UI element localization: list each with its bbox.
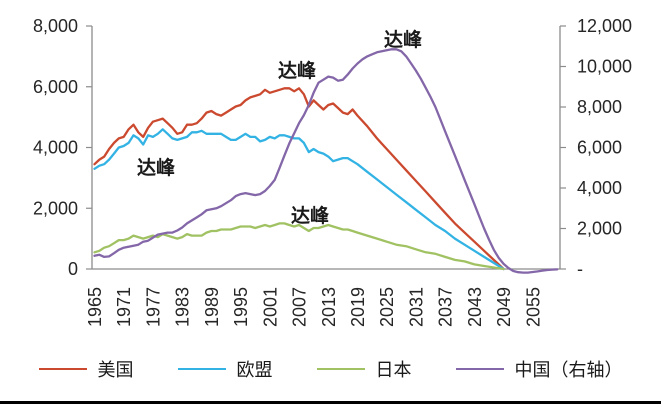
left-tick-label: 0	[68, 259, 78, 279]
peak-annotation-日本: 达峰	[291, 204, 330, 227]
chart-legend: 美国 欧盟 日本 中国（右轴）	[0, 354, 661, 384]
left-tick-label: 6,000	[33, 77, 78, 97]
x-tick-label: 2007	[290, 287, 310, 327]
x-tick-label: 2019	[348, 287, 368, 327]
right-tick-label: 4,000	[577, 178, 622, 198]
x-tick-label-group: 2001	[260, 287, 280, 327]
x-tick-label: 2043	[465, 287, 485, 327]
x-tick-label: 1983	[173, 287, 193, 327]
x-tick-label: 2055	[523, 287, 543, 327]
x-tick-label-group: 2037	[436, 287, 456, 327]
x-tick-label-group: 2049	[494, 287, 514, 327]
peak-annotation-欧盟: 达峰	[137, 156, 176, 179]
legend-line-swatch-japan	[316, 368, 365, 370]
right-tick-label: -	[577, 259, 583, 279]
right-tick-label: 12,000	[577, 16, 632, 36]
dual-axis-line-chart: 0 2,000 4,000 6,000 8,000 - 2,000 4,000 6,000 8,…	[33, 16, 632, 327]
x-tick-label-group: 2013	[319, 287, 339, 327]
series-line-eu	[93, 128, 505, 271]
left-axis-ticks: 0 2,000 4,000 6,000 8,000	[33, 16, 92, 279]
legend-item-china: 中国（右轴）	[455, 356, 623, 382]
legend-label-china: 中国（右轴）	[514, 360, 623, 380]
left-tick-label: 8,000	[33, 16, 78, 36]
x-tick-label-group: 2025	[377, 287, 397, 327]
x-tick-label-group: 1989	[202, 287, 222, 327]
bottom-divider-rule	[0, 401, 661, 404]
legend-line-swatch-us	[38, 368, 87, 370]
right-tick-label: 2,000	[577, 219, 622, 239]
series-line-us	[93, 87, 505, 271]
x-tick-label: 2025	[377, 287, 397, 327]
right-tick-label: 10,000	[577, 57, 632, 77]
peak-annotation-美国: 达峰	[278, 59, 317, 82]
right-axis-ticks: - 2,000 4,000 6,000 8,000 10,000 12,000	[560, 16, 632, 279]
series-line-china	[93, 48, 559, 274]
legend-line-swatch-eu	[177, 368, 226, 370]
x-tick-label-group: 2043	[465, 287, 485, 327]
x-tick-label: 2001	[260, 287, 280, 327]
x-tick-label-group: 1995	[231, 287, 251, 327]
left-tick-label: 4,000	[33, 138, 78, 158]
x-tick-label: 2013	[319, 287, 339, 327]
legend-line-swatch-china	[455, 368, 504, 370]
x-tick-label-group: 1971	[114, 287, 134, 327]
x-tick-label: 2037	[436, 287, 456, 327]
legend-item-japan: 日本	[316, 356, 412, 382]
legend-label-eu: 欧盟	[236, 360, 273, 380]
x-axis-tick-labels: 1965 1971 1977 1983 1989 1995 2001 2007 2013 2019…	[85, 287, 543, 327]
legend-label-japan: 日本	[375, 360, 412, 380]
x-tick-label-group: 2019	[348, 287, 368, 327]
right-tick-label: 6,000	[577, 138, 622, 158]
left-tick-label: 2,000	[33, 198, 78, 218]
legend-item-us: 美国	[38, 356, 134, 382]
x-tick-label-group: 2055	[523, 287, 543, 327]
x-tick-label-group: 1983	[173, 287, 193, 327]
x-tick-label: 2031	[406, 287, 426, 327]
x-tick-label-group: 2031	[406, 287, 426, 327]
x-tick-label: 1965	[85, 287, 105, 327]
peak-annotation-中国: 达峰	[384, 28, 423, 51]
x-tick-label: 1995	[231, 287, 251, 327]
legend-item-eu: 欧盟	[177, 356, 273, 382]
x-tick-label-group: 2007	[290, 287, 310, 327]
x-tick-label: 1971	[114, 287, 134, 327]
legend-label-us: 美国	[97, 360, 134, 380]
x-tick-label-group: 1977	[143, 287, 163, 327]
x-tick-label: 1977	[143, 287, 163, 327]
x-tick-label: 2049	[494, 287, 514, 327]
right-tick-label: 8,000	[577, 97, 622, 117]
series-lines	[93, 48, 559, 274]
x-tick-label-group: 1965	[85, 287, 105, 327]
series-line-japan	[93, 222, 505, 271]
x-tick-label: 1989	[202, 287, 222, 327]
